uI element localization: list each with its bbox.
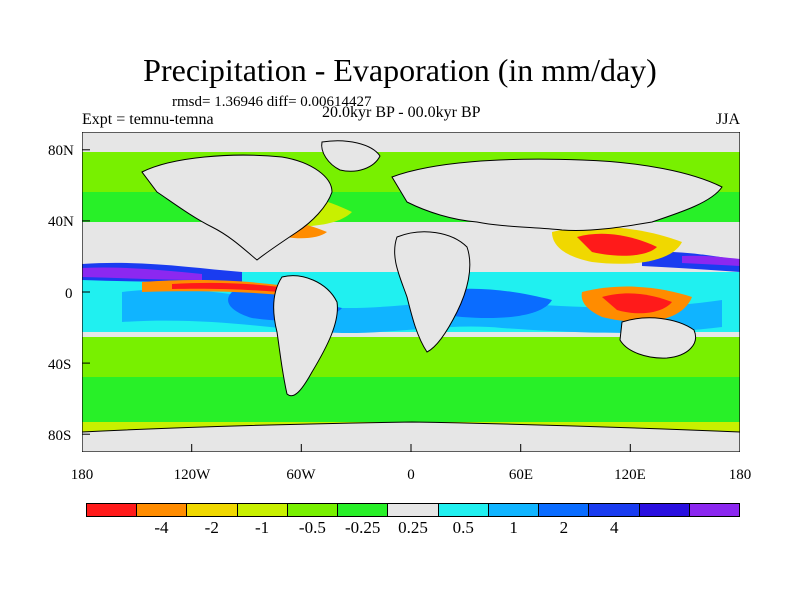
colorbar-label: 0.5 bbox=[452, 518, 474, 537]
colorbar-swatch bbox=[589, 504, 640, 516]
map-svg bbox=[82, 132, 740, 452]
field-region bbox=[82, 132, 740, 152]
colorbar-label: 1 bbox=[509, 518, 518, 537]
colorbar-swatch bbox=[287, 504, 339, 516]
colorbar-swatch bbox=[639, 504, 690, 516]
continent-north-america bbox=[141, 154, 333, 261]
colorbar-swatch bbox=[539, 504, 590, 516]
stats-label: rmsd= 1.36946 diff= 0.00614427 bbox=[172, 94, 372, 110]
colorbar-label: -0.5 bbox=[298, 518, 326, 537]
field-region bbox=[172, 282, 302, 294]
colorbar-swatch bbox=[338, 504, 389, 516]
colorbar-swatch bbox=[187, 504, 238, 516]
continent-africa bbox=[394, 231, 471, 353]
colorbar-label: 0.25 bbox=[398, 518, 428, 537]
lon-tick-label: 120E bbox=[614, 467, 646, 483]
colorbar-label: -2 bbox=[204, 518, 219, 537]
lon-tick-label: 60W bbox=[286, 467, 316, 483]
field-region bbox=[602, 293, 672, 314]
colorbar-swatch bbox=[388, 504, 439, 516]
experiment-label: Expt = temnu-temna bbox=[82, 111, 214, 128]
lon-tick-label: 180 bbox=[70, 467, 94, 483]
colorbar-swatch bbox=[137, 504, 188, 516]
colorbar-label: -4 bbox=[154, 518, 169, 537]
colorbar-label: -1 bbox=[254, 518, 270, 537]
lon-tick-label: 120W bbox=[173, 467, 211, 483]
colorbar-label: 2 bbox=[559, 518, 569, 537]
field-region bbox=[82, 377, 740, 422]
lat-tick-label: 0 bbox=[65, 286, 73, 302]
field-region bbox=[682, 255, 740, 266]
lon-tick-label: 60E bbox=[508, 467, 534, 483]
lat-tick-label: 40S bbox=[48, 357, 72, 373]
colorbar bbox=[86, 503, 740, 517]
colorbar-swatch bbox=[689, 504, 740, 516]
map-plot bbox=[82, 132, 740, 452]
lat-tick-label: 80N bbox=[48, 143, 74, 159]
continent-antarctica bbox=[82, 421, 740, 452]
lon-tick-label: 0 bbox=[407, 467, 415, 483]
continent-south-america bbox=[273, 275, 338, 397]
period-label: 20.0kyr BP - 00.0kyr BP bbox=[322, 104, 481, 121]
map-title: Precipitation - Evaporation (in mm/day) bbox=[143, 52, 657, 88]
lat-tick-label: 80S bbox=[48, 428, 72, 444]
lon-tick-label: 180 bbox=[728, 467, 752, 483]
field-region bbox=[82, 337, 740, 377]
colorbar-swatch bbox=[237, 504, 288, 516]
season-label: JJA bbox=[715, 111, 740, 128]
continent-eurasia bbox=[391, 158, 723, 231]
field-region bbox=[82, 267, 202, 280]
colorbar-label: -0.25 bbox=[344, 518, 381, 537]
continent-greenland bbox=[321, 140, 381, 172]
field-region bbox=[577, 233, 657, 256]
colorbar-swatch bbox=[488, 504, 540, 516]
lat-tick-label: 40N bbox=[48, 214, 74, 230]
colorbar-label: 4 bbox=[609, 518, 619, 537]
tick-marks bbox=[82, 149, 631, 452]
colorbar-swatch bbox=[87, 504, 138, 516]
continent-australia bbox=[619, 317, 696, 359]
colorbar-swatch bbox=[438, 504, 489, 516]
